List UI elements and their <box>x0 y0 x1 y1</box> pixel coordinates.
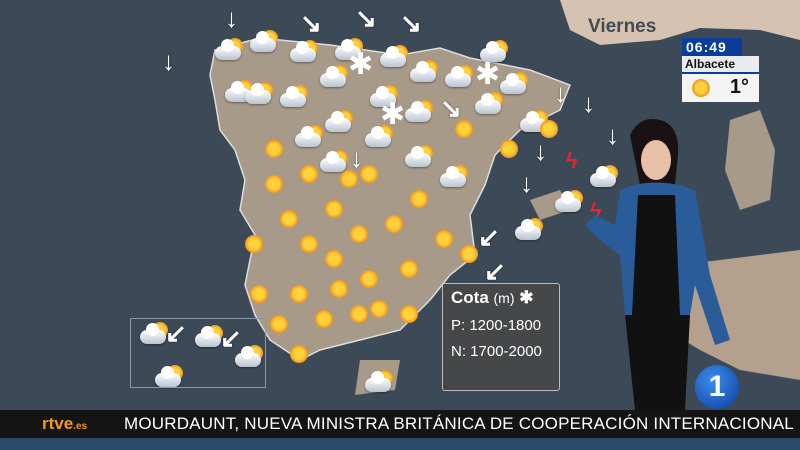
wind-arrow-icon: ↘ <box>400 10 422 36</box>
sun-icon <box>300 235 318 253</box>
logo-suffix: .es <box>73 421 87 432</box>
sun-icon <box>265 175 283 193</box>
sun-icon <box>410 190 428 208</box>
wind-arrow-icon: ↘ <box>300 10 322 36</box>
snowflake-icon: ✱ <box>380 100 405 130</box>
sun-icon <box>250 285 268 303</box>
rtve-logo: rtve.es <box>42 414 124 434</box>
cota-line: P: 1200-1800 <box>451 317 551 334</box>
sun-icon <box>325 200 343 218</box>
clock-time: 06:49 <box>682 38 742 56</box>
cloud-sun-icon <box>290 40 320 62</box>
cloud-sun-icon <box>325 110 355 132</box>
wind-arrow-icon: ↓ <box>350 145 363 171</box>
sun-icon <box>330 280 348 298</box>
cloud-sun-icon <box>475 92 505 114</box>
cloud-sun-icon <box>405 145 435 167</box>
tve-channel-logo: 1 <box>695 365 739 409</box>
sun-icon <box>500 140 518 158</box>
sun-icon <box>350 225 368 243</box>
sun-icon <box>265 140 283 158</box>
clock-temperature: 1° <box>730 76 749 99</box>
cloud-sun-icon <box>280 85 310 107</box>
sun-icon <box>290 285 308 303</box>
clock-city: Albacete <box>682 56 759 74</box>
sun-icon <box>385 215 403 233</box>
wind-arrow-icon: ↓ <box>554 80 567 106</box>
snowflake-icon: ✱ <box>475 60 500 90</box>
lightning-icon: ϟ <box>566 150 578 172</box>
snowflake-icon: ✱ <box>348 50 373 80</box>
sun-icon <box>280 210 298 228</box>
cota-unit: (m) <box>494 290 515 306</box>
sun-icon <box>400 260 418 278</box>
wind-arrow-icon: ↓ <box>520 170 533 196</box>
clock-widget: 06:49 Albacete 1° <box>682 38 759 102</box>
cloud-sun-icon <box>500 72 530 94</box>
cloud-sun-icon <box>445 65 475 87</box>
cloud-sun-icon <box>295 125 325 147</box>
wind-arrow-icon: ↙ <box>484 258 506 284</box>
sun-icon <box>325 250 343 268</box>
cloud-sun-icon <box>320 65 350 87</box>
ticker-headline: MOURDAUNT, NUEVA MINISTRA BRITÁNICA DE C… <box>124 414 794 434</box>
sun-icon <box>692 79 710 97</box>
cota-title: Cota <box>451 288 489 307</box>
sun-icon <box>360 270 378 288</box>
cloud-sun-icon <box>405 100 435 122</box>
snowflake-icon: ✱ <box>519 288 533 307</box>
sun-icon <box>460 245 478 263</box>
wind-arrow-icon: ↙ <box>478 224 500 250</box>
canary-islands-inset <box>130 318 266 388</box>
cloud-sun-icon <box>440 165 470 187</box>
day-label: Viernes <box>588 16 656 38</box>
sun-icon <box>315 310 333 328</box>
wind-arrow-icon: ↓ <box>534 138 547 164</box>
cloud-sun-icon <box>250 30 280 52</box>
clock-temp-box: 1° <box>682 74 759 102</box>
news-ticker: rtve.es MOURDAUNT, NUEVA MINISTRA BRITÁN… <box>0 410 800 438</box>
cloud-sun-icon <box>410 60 440 82</box>
snow-level-box: Cota (m) ✱ P: 1200-1800 N: 1700-2000 <box>442 283 560 391</box>
wind-arrow-icon: ↓ <box>582 90 595 116</box>
wind-arrow-icon: ↓ <box>162 48 175 74</box>
cloud-sun-icon <box>215 38 245 60</box>
sun-icon <box>290 345 308 363</box>
sun-icon <box>370 300 388 318</box>
cloud-sun-icon <box>245 82 275 104</box>
wind-arrow-icon: ↘ <box>440 95 462 121</box>
sun-icon <box>435 230 453 248</box>
cloud-sun-icon <box>380 45 410 67</box>
wind-arrow-icon: ↓ <box>225 5 238 31</box>
cloud-sun-icon <box>320 150 350 172</box>
logo-main: rtve <box>42 414 73 433</box>
cota-line: N: 1700-2000 <box>451 343 551 360</box>
wind-arrow-icon: ↘ <box>355 5 377 31</box>
sun-icon <box>245 235 263 253</box>
sun-icon <box>300 165 318 183</box>
bottom-bar <box>0 438 800 450</box>
sun-icon <box>270 315 288 333</box>
sun-icon <box>350 305 368 323</box>
cloud-sun-icon <box>515 218 545 240</box>
sun-icon <box>400 305 418 323</box>
cloud-sun-icon <box>365 370 395 392</box>
